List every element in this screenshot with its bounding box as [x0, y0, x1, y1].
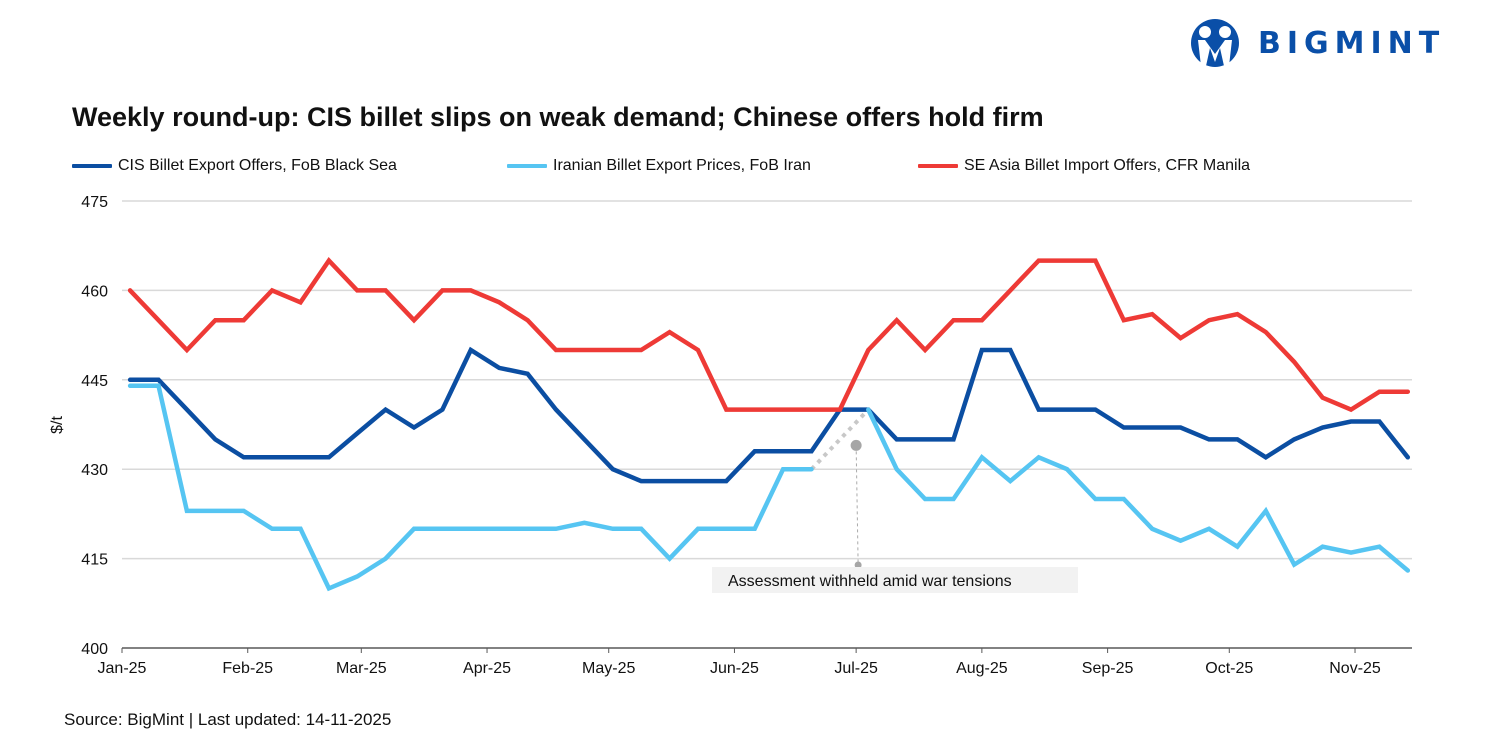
- legend-item-iran: Iranian Billet Export Prices, FoB Iran: [507, 157, 811, 175]
- legend-swatch: [507, 164, 547, 168]
- legend-swatch: [918, 164, 958, 168]
- y-axis-label: $/t: [49, 416, 66, 434]
- annotation-marker: [850, 439, 862, 451]
- y-tick-label: 460: [81, 283, 108, 300]
- annotation-leader-line: [855, 445, 859, 566]
- legend-item-seasia: SE Asia Billet Import Offers, CFR Manila: [918, 157, 1250, 175]
- legend-item-cis: CIS Billet Export Offers, FoB Black Sea: [72, 157, 397, 175]
- x-tick-label: Sep-25: [1082, 660, 1134, 677]
- x-tick-label: Aug-25: [956, 660, 1008, 677]
- chart-title: Weekly round-up: CIS billet slips on wea…: [72, 102, 1044, 132]
- logo-mark-icon: [1191, 19, 1239, 67]
- x-tick-label: Feb-25: [222, 660, 273, 677]
- y-tick-label: 475: [81, 194, 108, 211]
- x-tick-label: Jan-25: [98, 660, 147, 677]
- legend-swatch: [72, 164, 112, 168]
- y-tick-label: 430: [81, 462, 108, 479]
- bigmint-logo: BIGMINT: [1188, 18, 1445, 68]
- annotation-anchor-dot: [854, 561, 862, 569]
- x-tick-label: Apr-25: [463, 660, 511, 677]
- legend-label: Iranian Billet Export Prices, FoB Iran: [553, 157, 811, 174]
- legend-label: CIS Billet Export Offers, FoB Black Sea: [118, 157, 397, 174]
- x-tick-label: Mar-25: [336, 660, 387, 677]
- x-tick-label: Oct-25: [1205, 660, 1253, 677]
- annotation-label: Assessment withheld amid war tensions: [712, 567, 1078, 593]
- x-tick-label: Nov-25: [1329, 660, 1381, 677]
- y-tick-label: 400: [81, 641, 108, 658]
- logo-text: BIGMINT: [1258, 25, 1446, 61]
- legend-label: SE Asia Billet Import Offers, CFR Manila: [964, 157, 1251, 174]
- series-line-0: [127, 346, 1411, 484]
- series-line-2: [127, 257, 1411, 413]
- x-tick-label: Jun-25: [710, 660, 759, 677]
- x-tick-label: Jul-25: [834, 660, 878, 677]
- y-tick-label: 415: [81, 552, 108, 569]
- x-tick-label: May-25: [582, 660, 635, 677]
- y-tick-label: 445: [81, 373, 108, 390]
- source-footer: Source: BigMint | Last updated: 14-11-20…: [64, 710, 392, 729]
- legend: CIS Billet Export Offers, FoB Black Sea …: [0, 157, 1500, 179]
